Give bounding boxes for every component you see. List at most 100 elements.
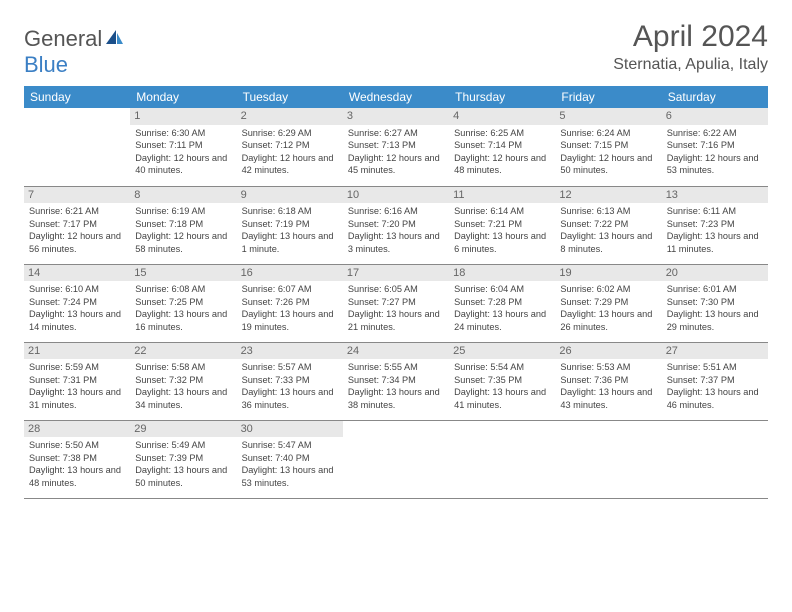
day-number: 14 [24, 265, 130, 282]
brand-name: GeneralBlue [24, 26, 124, 78]
day-details: Sunrise: 6:18 AMSunset: 7:19 PMDaylight:… [242, 205, 338, 255]
calendar-day-cell: 7Sunrise: 6:21 AMSunset: 7:17 PMDaylight… [24, 186, 130, 264]
day-number: 25 [449, 343, 555, 360]
calendar-day-cell: 11Sunrise: 6:14 AMSunset: 7:21 PMDayligh… [449, 186, 555, 264]
calendar-day-cell: 2 Sunrise: 6:29 AMSunset: 7:12 PMDaylight… [237, 108, 343, 186]
day-number: 2 [237, 108, 343, 125]
calendar-day-cell: 24Sunrise: 5:55 AMSunset: 7:34 PMDayligh… [343, 342, 449, 420]
calendar-day-cell: 27Sunrise: 5:51 AMSunset: 7:37 PMDayligh… [662, 342, 768, 420]
sail-icon [104, 26, 124, 52]
brand-part1: General [24, 26, 102, 51]
calendar-day-cell: 28Sunrise: 5:50 AMSunset: 7:38 PMDayligh… [24, 420, 130, 498]
day-details: Sunrise: 6:14 AMSunset: 7:21 PMDaylight:… [454, 205, 550, 255]
day-details: Sunrise: 6:24 AMSunset: 7:15 PMDaylight:… [560, 127, 656, 177]
calendar-day-cell: 14Sunrise: 6:10 AMSunset: 7:24 PMDayligh… [24, 264, 130, 342]
calendar-day-cell: 15Sunrise: 6:08 AMSunset: 7:25 PMDayligh… [130, 264, 236, 342]
day-details: Sunrise: 6:29 AMSunset: 7:12 PMDaylight:… [242, 127, 338, 177]
day-details: Sunrise: 6:13 AMSunset: 7:22 PMDaylight:… [560, 205, 656, 255]
calendar-body: 1 Sunrise: 6:30 AMSunset: 7:11 PMDaylight… [24, 108, 768, 498]
day-details: Sunrise: 5:51 AMSunset: 7:37 PMDaylight:… [667, 361, 763, 411]
calendar-day-cell [24, 108, 130, 186]
weekday-header: Friday [555, 86, 661, 108]
day-details: Sunrise: 5:49 AMSunset: 7:39 PMDaylight:… [135, 439, 231, 489]
location-subtitle: Sternatia, Apulia, Italy [613, 56, 768, 74]
day-number: 13 [662, 187, 768, 204]
calendar-day-cell: 17Sunrise: 6:05 AMSunset: 7:27 PMDayligh… [343, 264, 449, 342]
day-number: 17 [343, 265, 449, 282]
day-details: Sunrise: 6:05 AMSunset: 7:27 PMDaylight:… [348, 283, 444, 333]
brand-logo: GeneralBlue [24, 20, 124, 78]
calendar-day-cell [662, 420, 768, 498]
day-number: 18 [449, 265, 555, 282]
day-number: 27 [662, 343, 768, 360]
day-number: 24 [343, 343, 449, 360]
weekday-header: Wednesday [343, 86, 449, 108]
day-number: 12 [555, 187, 661, 204]
day-number: 1 [130, 108, 236, 125]
day-number: 15 [130, 265, 236, 282]
day-number: 10 [343, 187, 449, 204]
day-details: Sunrise: 6:30 AMSunset: 7:11 PMDaylight:… [135, 127, 231, 177]
day-number: 5 [555, 108, 661, 125]
day-number: 6 [662, 108, 768, 125]
day-details: Sunrise: 6:16 AMSunset: 7:20 PMDaylight:… [348, 205, 444, 255]
day-details: Sunrise: 5:55 AMSunset: 7:34 PMDaylight:… [348, 361, 444, 411]
calendar-day-cell: 4Sunrise: 6:25 AMSunset: 7:14 PMDaylight… [449, 108, 555, 186]
calendar-week-row: 28Sunrise: 5:50 AMSunset: 7:38 PMDayligh… [24, 420, 768, 498]
calendar-day-cell: 8Sunrise: 6:19 AMSunset: 7:18 PMDaylight… [130, 186, 236, 264]
calendar-day-cell: 19Sunrise: 6:02 AMSunset: 7:29 PMDayligh… [555, 264, 661, 342]
calendar-week-row: 7Sunrise: 6:21 AMSunset: 7:17 PMDaylight… [24, 186, 768, 264]
calendar-day-cell: 5 Sunrise: 6:24 AMSunset: 7:15 PMDaylight… [555, 108, 661, 186]
calendar-day-cell: 1 Sunrise: 6:30 AMSunset: 7:11 PMDaylight… [130, 108, 236, 186]
day-details: Sunrise: 6:10 AMSunset: 7:24 PMDaylight:… [29, 283, 125, 333]
day-number: 22 [130, 343, 236, 360]
day-number: 20 [662, 265, 768, 282]
calendar-day-cell: 29Sunrise: 5:49 AMSunset: 7:39 PMDayligh… [130, 420, 236, 498]
calendar-day-cell [555, 420, 661, 498]
day-details: Sunrise: 5:57 AMSunset: 7:33 PMDaylight:… [242, 361, 338, 411]
calendar-day-cell: 6Sunrise: 6:22 AMSunset: 7:16 PMDaylight… [662, 108, 768, 186]
calendar-day-cell: 12Sunrise: 6:13 AMSunset: 7:22 PMDayligh… [555, 186, 661, 264]
day-details: Sunrise: 5:58 AMSunset: 7:32 PMDaylight:… [135, 361, 231, 411]
calendar-week-row: 21Sunrise: 5:59 AMSunset: 7:31 PMDayligh… [24, 342, 768, 420]
weekday-header: Tuesday [237, 86, 343, 108]
day-details: Sunrise: 6:27 AMSunset: 7:13 PMDaylight:… [348, 127, 444, 177]
calendar-header-row: SundayMondayTuesdayWednesdayThursdayFrid… [24, 86, 768, 108]
day-details: Sunrise: 6:08 AMSunset: 7:25 PMDaylight:… [135, 283, 231, 333]
day-details: Sunrise: 5:59 AMSunset: 7:31 PMDaylight:… [29, 361, 125, 411]
day-details: Sunrise: 6:19 AMSunset: 7:18 PMDaylight:… [135, 205, 231, 255]
weekday-header: Thursday [449, 86, 555, 108]
day-number: 30 [237, 421, 343, 438]
month-title: April 2024 [613, 20, 768, 54]
weekday-header: Sunday [24, 86, 130, 108]
calendar-day-cell: 20Sunrise: 6:01 AMSunset: 7:30 PMDayligh… [662, 264, 768, 342]
calendar-day-cell [449, 420, 555, 498]
day-number: 19 [555, 265, 661, 282]
day-details: Sunrise: 6:11 AMSunset: 7:23 PMDaylight:… [667, 205, 763, 255]
day-number: 4 [449, 108, 555, 125]
calendar-day-cell: 9Sunrise: 6:18 AMSunset: 7:19 PMDaylight… [237, 186, 343, 264]
day-number: 23 [237, 343, 343, 360]
calendar-day-cell: 26Sunrise: 5:53 AMSunset: 7:36 PMDayligh… [555, 342, 661, 420]
day-number: 11 [449, 187, 555, 204]
calendar-day-cell: 21Sunrise: 5:59 AMSunset: 7:31 PMDayligh… [24, 342, 130, 420]
calendar-week-row: 14Sunrise: 6:10 AMSunset: 7:24 PMDayligh… [24, 264, 768, 342]
day-details: Sunrise: 5:50 AMSunset: 7:38 PMDaylight:… [29, 439, 125, 489]
day-number: 26 [555, 343, 661, 360]
day-number: 8 [130, 187, 236, 204]
page-header: GeneralBlue April 2024 Sternatia, Apulia… [24, 20, 768, 78]
day-details: Sunrise: 5:53 AMSunset: 7:36 PMDaylight:… [560, 361, 656, 411]
day-number: 3 [343, 108, 449, 125]
day-details: Sunrise: 5:54 AMSunset: 7:35 PMDaylight:… [454, 361, 550, 411]
brand-part2: Blue [24, 52, 68, 77]
day-details: Sunrise: 6:21 AMSunset: 7:17 PMDaylight:… [29, 205, 125, 255]
calendar-day-cell: 13Sunrise: 6:11 AMSunset: 7:23 PMDayligh… [662, 186, 768, 264]
weekday-header: Monday [130, 86, 236, 108]
day-details: Sunrise: 6:07 AMSunset: 7:26 PMDaylight:… [242, 283, 338, 333]
calendar-day-cell: 25Sunrise: 5:54 AMSunset: 7:35 PMDayligh… [449, 342, 555, 420]
calendar-day-cell [343, 420, 449, 498]
calendar-table: SundayMondayTuesdayWednesdayThursdayFrid… [24, 86, 768, 499]
calendar-day-cell: 3 Sunrise: 6:27 AMSunset: 7:13 PMDaylight… [343, 108, 449, 186]
day-details: Sunrise: 6:04 AMSunset: 7:28 PMDaylight:… [454, 283, 550, 333]
weekday-header: Saturday [662, 86, 768, 108]
